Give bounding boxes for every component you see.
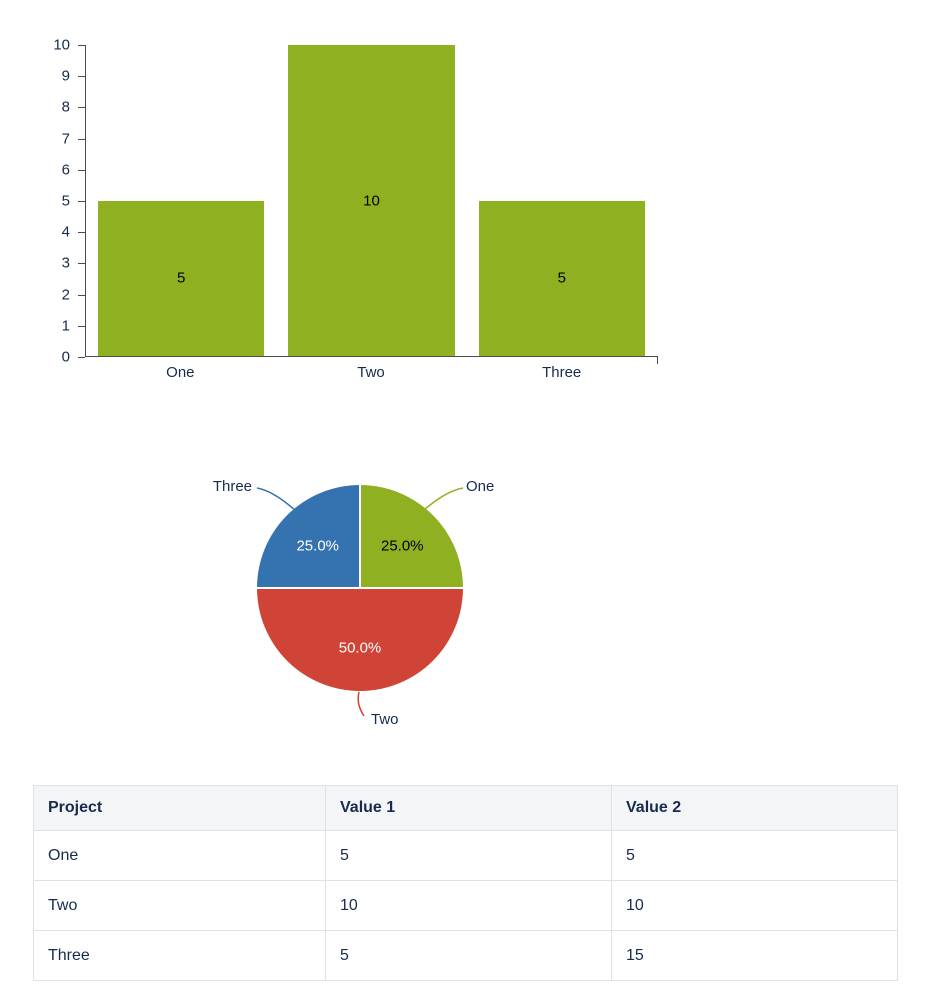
bar-column: 5 [86,45,276,356]
y-tick-mark [78,325,85,327]
table-body: One 5 5 Two 10 10 Three 5 15 [33,830,898,981]
leader-line-three [256,487,298,513]
bar-y-axis: 0 1 2 3 4 5 6 7 8 9 10 [0,38,85,365]
y-tick-label: 2 [61,286,70,304]
y-tick-label: 9 [61,67,70,85]
pie-circle: 25.0% 50.0% 25.0% [257,485,463,691]
bar-value-label: 10 [363,192,380,209]
bar-column: 10 [276,45,466,356]
table-row: One 5 5 [33,830,898,881]
x-axis-label: One [166,364,195,381]
pie-percentage-label: 25.0% [296,537,340,555]
bar-x-labels: One Two Three [85,364,657,381]
y-tick-mark [78,169,85,171]
bar: 10 [288,45,455,356]
table-cell: 10 [611,880,898,931]
table-row: Three 5 15 [33,930,898,981]
leader-line-two [357,691,365,717]
y-tick-mark [78,138,85,140]
y-tick-label: 5 [61,192,70,210]
bar-value-label: 5 [557,269,566,287]
pie-label-two: Two [371,711,399,728]
x-axis-label: Two [357,364,385,381]
pie-percentage-label: 50.0% [338,639,382,657]
table-header-cell: Value 2 [611,785,898,831]
table-header-cell: Project [33,785,326,831]
table-header-row: Project Value 1 Value 2 [33,785,898,831]
y-tick-label: 7 [61,130,70,148]
y-tick-mark [78,294,85,296]
pie-slice-divider-vertical [359,485,361,588]
x-axis-label: Three [542,364,582,381]
pie-label-one: One [466,478,495,495]
table-header-cell: Value 1 [325,785,612,831]
y-tick-mark [78,357,85,358]
table-cell: Three [33,930,326,981]
y-tick-mark [78,45,85,46]
bar: 5 [478,200,646,356]
table-cell: 15 [611,930,898,981]
pie-label-three: Three [212,478,252,495]
y-tick-mark [78,232,85,234]
y-tick-mark [78,76,85,78]
y-tick-label: 1 [61,317,70,335]
x-axis-end-tick [657,356,658,364]
table-cell: One [33,830,326,881]
y-tick-mark [78,107,85,109]
leader-line-one [423,487,464,511]
table-cell: 5 [325,830,612,881]
y-tick-label: 3 [61,254,70,272]
bar-plot: 5 10 5 [85,45,658,364]
pie-percentage-label: 25.0% [380,537,424,555]
data-table: Project Value 1 Value 2 One 5 5 Two 10 10 Three 5… [33,785,898,981]
bar-column: 5 [467,45,657,356]
table-cell: 10 [325,880,612,931]
table-head: Project Value 1 Value 2 [33,785,898,831]
y-tick-label: 10 [53,36,70,54]
y-tick-mark [78,263,85,265]
pie-slice-divider-horizontal [257,587,463,589]
table-cell: Two [33,880,326,931]
table-row: Two 10 10 [33,880,898,931]
y-tick-label: 8 [61,98,70,116]
bar-area: 5 10 5 [86,45,657,356]
y-tick-label: 4 [61,223,70,241]
bar-value-label: 5 [176,269,186,287]
y-tick-label: 6 [61,161,70,179]
y-tick-label: 0 [61,348,70,366]
table-cell: 5 [611,830,898,881]
y-tick-mark [78,201,85,202]
bar: 5 [97,200,265,356]
table-cell: 5 [325,930,612,981]
